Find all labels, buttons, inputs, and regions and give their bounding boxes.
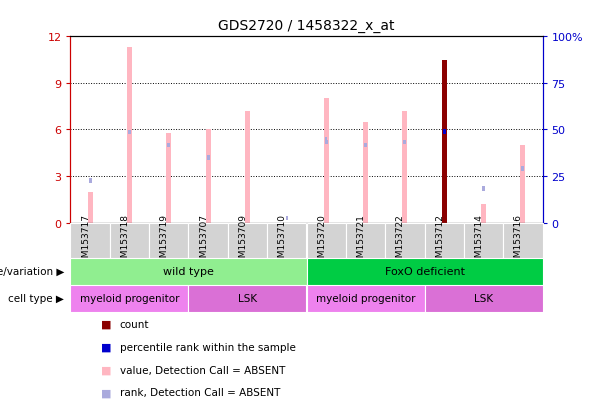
Bar: [70, 223, 110, 258]
Bar: [207, 156, 210, 160]
Text: percentile rank within the sample: percentile rank within the sample: [120, 342, 295, 352]
Text: rank, Detection Call = ABSENT: rank, Detection Call = ABSENT: [120, 387, 280, 397]
Text: GSM153712: GSM153712: [435, 213, 444, 268]
Bar: [245, 112, 250, 223]
Text: GSM153707: GSM153707: [199, 213, 208, 268]
Text: FoxO deficient: FoxO deficient: [384, 266, 465, 277]
Bar: [167, 133, 171, 223]
Bar: [306, 223, 346, 258]
Text: count: count: [120, 319, 149, 329]
Bar: [127, 48, 132, 223]
Text: ■: ■: [101, 365, 112, 375]
Bar: [88, 192, 93, 223]
Bar: [324, 99, 329, 223]
Text: GSM153722: GSM153722: [396, 213, 405, 268]
Bar: [306, 285, 424, 312]
Bar: [403, 112, 407, 223]
Bar: [443, 130, 446, 135]
Bar: [189, 223, 228, 258]
Text: GSM153718: GSM153718: [121, 213, 129, 268]
Text: cell type ▶: cell type ▶: [9, 293, 64, 304]
Text: genotype/variation ▶: genotype/variation ▶: [0, 266, 64, 277]
Text: value, Detection Call = ABSENT: value, Detection Call = ABSENT: [120, 365, 285, 375]
Bar: [286, 216, 288, 220]
Text: myeloid progenitor: myeloid progenitor: [316, 293, 415, 304]
Bar: [442, 60, 446, 223]
Text: GSM153719: GSM153719: [160, 213, 169, 268]
Text: GSM153721: GSM153721: [357, 213, 365, 268]
Text: LSK: LSK: [238, 293, 257, 304]
Text: wild type: wild type: [163, 266, 214, 277]
Bar: [464, 223, 503, 258]
Text: ■: ■: [101, 342, 112, 352]
Text: ■: ■: [101, 387, 112, 397]
Bar: [325, 140, 327, 145]
Bar: [70, 285, 189, 312]
Bar: [520, 146, 525, 223]
Text: GSM153716: GSM153716: [514, 213, 523, 268]
Bar: [424, 223, 464, 258]
Bar: [503, 223, 543, 258]
Bar: [346, 223, 385, 258]
Bar: [110, 223, 149, 258]
Bar: [149, 223, 189, 258]
Text: GSM153717: GSM153717: [81, 213, 90, 268]
Bar: [522, 166, 524, 171]
Bar: [167, 143, 170, 148]
Bar: [403, 140, 406, 145]
Bar: [424, 285, 543, 312]
Text: GSM153714: GSM153714: [474, 213, 484, 268]
Bar: [481, 204, 486, 223]
Bar: [128, 131, 131, 135]
Bar: [325, 138, 327, 141]
Text: myeloid progenitor: myeloid progenitor: [80, 293, 179, 304]
Text: ■: ■: [101, 319, 112, 329]
Bar: [189, 285, 306, 312]
Bar: [89, 179, 91, 183]
Bar: [306, 258, 543, 285]
Title: GDS2720 / 1458322_x_at: GDS2720 / 1458322_x_at: [218, 19, 395, 33]
Bar: [364, 143, 367, 148]
Bar: [482, 187, 485, 191]
Text: LSK: LSK: [474, 293, 493, 304]
Bar: [363, 122, 368, 223]
Bar: [385, 223, 424, 258]
Bar: [267, 223, 306, 258]
Bar: [206, 130, 210, 223]
Text: GSM153710: GSM153710: [278, 213, 287, 268]
Bar: [70, 258, 306, 285]
Text: GSM153720: GSM153720: [317, 213, 326, 268]
Text: GSM153709: GSM153709: [238, 213, 248, 268]
Bar: [228, 223, 267, 258]
